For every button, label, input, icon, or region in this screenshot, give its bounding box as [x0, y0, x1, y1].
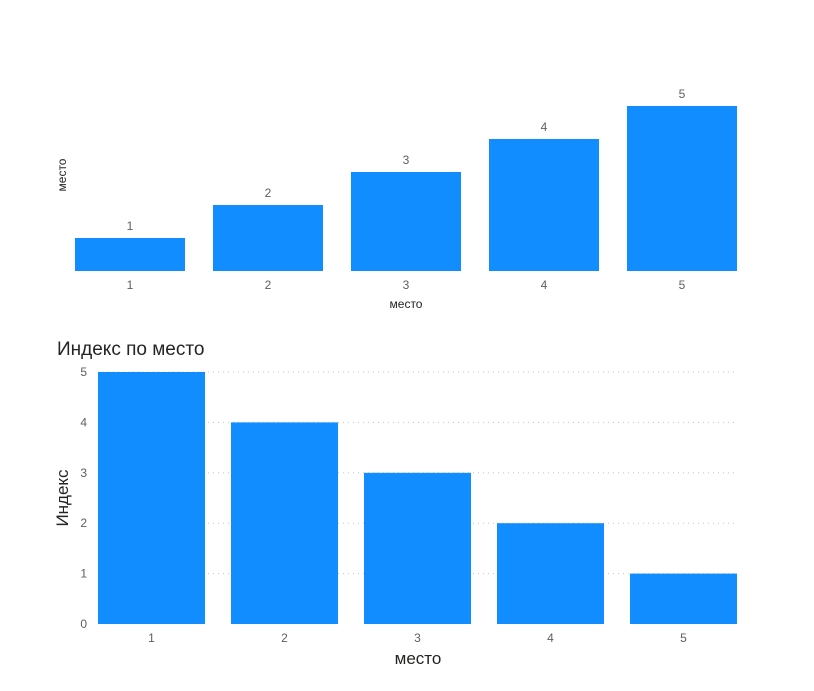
x-tick-label: 5 [680, 631, 687, 645]
y-tick-label: 1 [80, 567, 87, 581]
bar [630, 573, 737, 624]
y-tick-label: 3 [80, 466, 87, 480]
bar [627, 106, 737, 271]
y-tick-label: 0 [80, 617, 87, 631]
x-axis-title: место [395, 649, 442, 668]
x-tick-label: 2 [281, 631, 288, 645]
bar [75, 238, 185, 271]
data-label: 1 [127, 219, 134, 233]
bar [351, 172, 461, 271]
bar [98, 372, 205, 624]
x-tick-label: 5 [679, 278, 686, 292]
y-tick-label: 4 [80, 415, 87, 429]
x-tick-label: 1 [148, 631, 155, 645]
x-tick-label: 1 [127, 278, 134, 292]
chart-top: 1 2 3 4 5 1 2 3 4 5 место место [55, 87, 737, 311]
y-axis-title: Индекс [53, 469, 72, 527]
data-label: 2 [265, 186, 272, 200]
bar [497, 523, 604, 624]
data-label: 3 [403, 153, 410, 167]
data-label: 4 [541, 120, 548, 134]
bar [364, 472, 471, 624]
y-axis-title: место [55, 158, 69, 191]
bar [489, 139, 599, 271]
y-tick-label: 2 [80, 516, 87, 530]
x-tick-label: 3 [414, 631, 421, 645]
data-label: 5 [679, 87, 686, 101]
x-tick-label: 2 [265, 278, 272, 292]
chart-title: Индекс по место [57, 339, 204, 360]
y-tick-label: 5 [80, 365, 87, 379]
bar [213, 205, 323, 271]
bar [231, 422, 338, 624]
x-tick-label: 4 [541, 278, 548, 292]
x-axis-title: место [390, 297, 423, 311]
x-tick-label: 4 [547, 631, 554, 645]
x-tick-label: 3 [403, 278, 410, 292]
